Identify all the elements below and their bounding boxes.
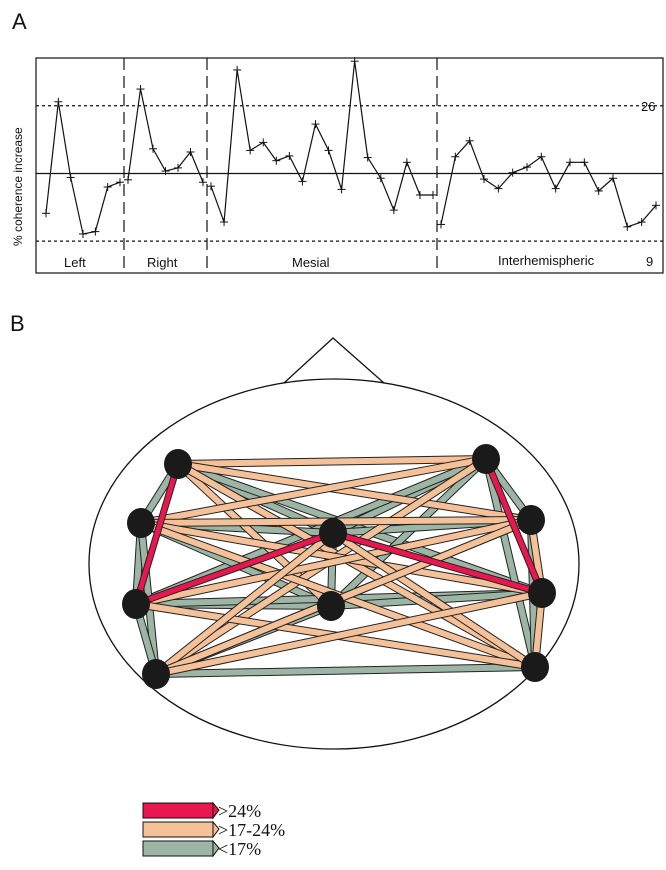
- electrode-node: [472, 444, 500, 474]
- electrode-node: [317, 591, 345, 621]
- electrode-node: [319, 518, 347, 548]
- legend-label-medium: >17-24%: [218, 820, 285, 840]
- electrode-node: [122, 589, 150, 619]
- edge-high: [133, 463, 181, 605]
- edge-medium: [135, 517, 532, 607]
- legend-label-low: <17%: [218, 839, 261, 859]
- edge-medium: [331, 530, 537, 670]
- electrode-node: [521, 652, 549, 682]
- panel-a-series: [42, 57, 660, 238]
- panel-a-y-axis-label: % coherence increase: [11, 127, 25, 246]
- legend-label-high: >24%: [218, 801, 261, 821]
- edge-medium: [155, 590, 543, 677]
- electrode-node: [164, 449, 192, 479]
- series-line-mesial: [210, 61, 433, 223]
- electrode-node: [142, 659, 170, 689]
- panel-a-letter: A: [12, 9, 27, 34]
- electrode-nodes: [122, 444, 556, 689]
- series-line-left: [45, 101, 121, 235]
- legend-swatch-medium-tip: [212, 820, 220, 839]
- legend-swatch-high-tip: [212, 801, 220, 820]
- edge-medium: [154, 530, 335, 677]
- legend-swatch-medium: [142, 821, 214, 838]
- edge-low: [328, 456, 489, 609]
- lower-threshold-label: 9: [646, 254, 653, 269]
- section-label-left: Left: [64, 255, 86, 270]
- upper-threshold-label: 26: [641, 99, 655, 114]
- edge-high: [483, 458, 545, 594]
- legend-swatch-high: [142, 802, 214, 819]
- panel-a-frame: [35, 57, 664, 274]
- section-label-right: Right: [147, 255, 178, 270]
- legend-swatch-low-tip: [212, 839, 220, 858]
- panel-b-letter: B: [10, 311, 25, 336]
- edge-medium: [176, 461, 537, 670]
- edge-high: [332, 530, 543, 596]
- electrode-node: [127, 508, 155, 538]
- edge-low: [483, 458, 538, 668]
- panel-b-head-map: [88, 337, 580, 750]
- edge-medium: [154, 517, 533, 677]
- edge-medium: [177, 461, 532, 523]
- edge-low: [155, 664, 536, 677]
- panel-a-chart: % coherence increase Left Right Mesial I…: [11, 57, 664, 274]
- edge-high: [135, 530, 334, 607]
- section-label-mesial: Mesial: [292, 255, 330, 270]
- legend-swatch-low: [142, 840, 214, 857]
- edge-medium: [140, 456, 487, 526]
- edge-medium: [177, 456, 487, 467]
- nose-icon: [282, 337, 386, 384]
- section-label-interhemispheric: Interhemispheric: [498, 253, 595, 268]
- panel-a-reference-lines: [36, 105, 663, 242]
- electrode-node: [528, 578, 556, 608]
- legend: >24% >17-24% <17%: [142, 801, 285, 859]
- electrode-node: [517, 505, 545, 535]
- series-line-interhemispheric: [440, 139, 657, 228]
